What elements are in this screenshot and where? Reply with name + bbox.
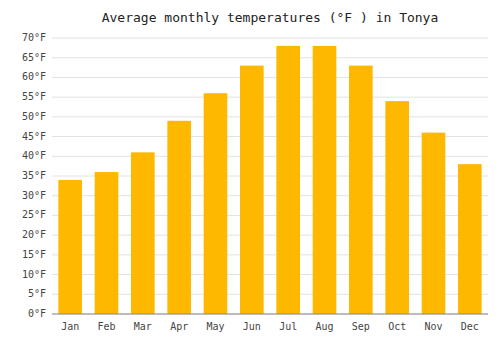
y-tick-label: 25°F [22, 209, 46, 220]
y-tick-label: 10°F [22, 269, 46, 280]
y-tick-label: 55°F [22, 91, 46, 102]
bar [95, 172, 119, 314]
bar [276, 46, 300, 314]
y-tick-label: 50°F [22, 111, 46, 122]
x-tick-label: Mar [134, 321, 152, 332]
chart-container: 0°F 5°F 10°F 15°F 20°F 25°F 30°F 35°F 40°F 45°F 50… [0, 0, 500, 350]
bar [313, 46, 337, 314]
y-tick-label: 40°F [22, 150, 46, 161]
x-tick-label: Dec [461, 321, 479, 332]
bar [58, 180, 82, 314]
bar [240, 66, 264, 314]
x-tick-label: Feb [97, 321, 115, 332]
bar [422, 133, 446, 314]
bar [349, 66, 373, 314]
x-axis-line [52, 314, 488, 315]
y-tick-label: 60°F [22, 71, 46, 82]
grid-line [52, 116, 488, 117]
y-grid [52, 38, 488, 314]
bar [204, 93, 228, 314]
y-tick-label: 5°F [28, 288, 46, 299]
chart: 0°F 5°F 10°F 15°F 20°F 25°F 30°F 35°F 40°F 45°F 50… [0, 0, 500, 350]
bar [167, 121, 191, 314]
x-tick-label: Sep [352, 321, 370, 332]
x-tick-label: Aug [315, 321, 333, 332]
x-tick-label: Jul [279, 321, 297, 332]
grid-line [52, 57, 488, 58]
y-tick-label: 0°F [28, 308, 46, 319]
y-tick-label: 15°F [22, 249, 46, 260]
bar [385, 101, 409, 314]
y-tick-label: 20°F [22, 229, 46, 240]
y-tick-label: 45°F [22, 131, 46, 142]
x-tick-label: Jan [61, 321, 79, 332]
x-tick-label: Jun [243, 321, 261, 332]
x-tick-label: Oct [388, 321, 406, 332]
y-tick-label: 70°F [22, 32, 46, 43]
y-tick-label: 30°F [22, 190, 46, 201]
y-axis: 0°F 5°F 10°F 15°F 20°F 25°F 30°F 35°F 40°F 45°F 50… [22, 32, 46, 319]
x-tick-label: May [206, 321, 224, 332]
bar [131, 152, 155, 314]
grid-line [52, 314, 488, 315]
y-tick-label: 35°F [22, 170, 46, 181]
grid-line [52, 38, 488, 39]
grid-line [52, 97, 488, 98]
grid-line [52, 77, 488, 78]
title: Average monthly temperatures (°F ) in To… [102, 10, 439, 25]
y-tick-label: 65°F [22, 52, 46, 63]
bar [458, 164, 482, 314]
x-tick-label: Apr [170, 321, 188, 332]
bars [58, 46, 481, 314]
x-tick-label: Nov [424, 321, 442, 332]
x-axis: Jan Feb Mar Apr May Jun Jul Aug Sep Oct Nov Dec [61, 321, 479, 332]
